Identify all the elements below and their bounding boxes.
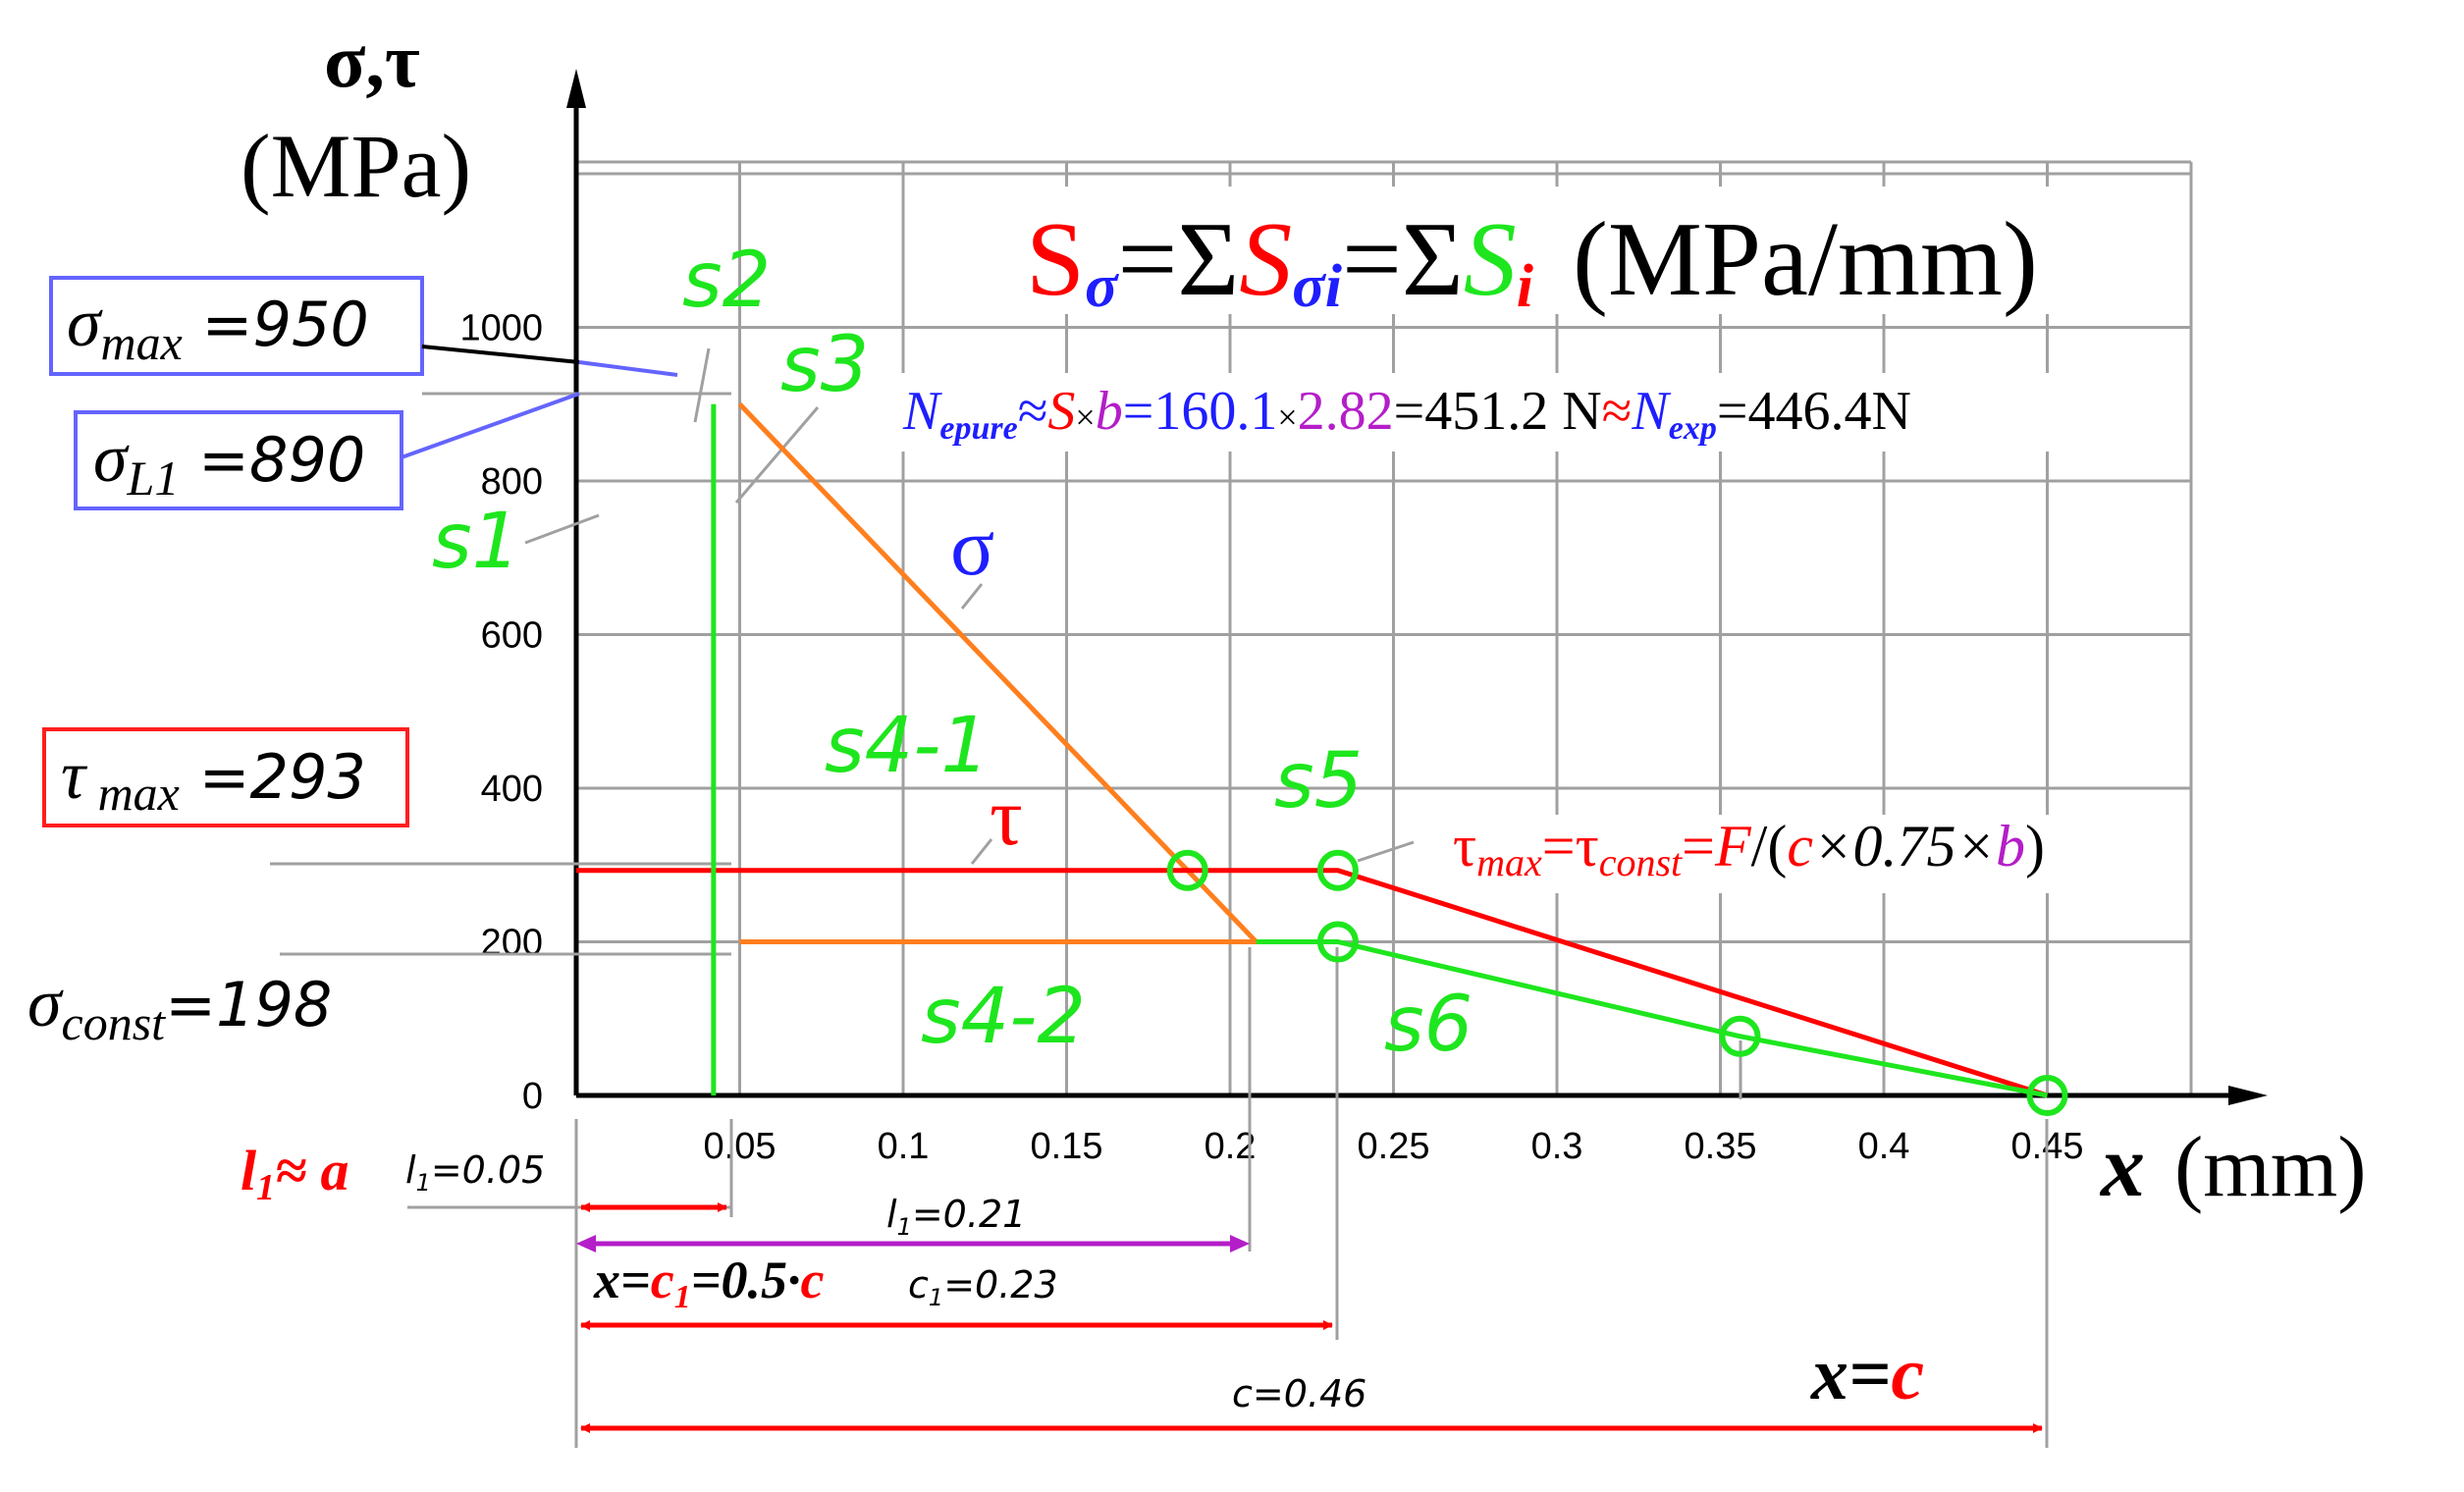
sigma-max-value: =950 [183,289,369,360]
y-tick-label: 1000 [459,308,543,349]
sigma-max-leader-blue [578,360,678,377]
formula-n-panel [893,373,2184,452]
series-line-1 [576,868,2049,1098]
c1-023-label: c1=0.23 [908,1263,1058,1311]
x-tick-label: 0.3 [1531,1126,1583,1167]
data-point-marker [1166,849,1208,891]
y-tick-label: 800 [481,461,543,503]
sigma-l1-leader [401,392,580,459]
y-tick-label: 400 [481,769,543,810]
tau-curve-label: τ [990,772,1023,863]
formula-n: Nepure≈S×b=160.1×2.82=451.2 N≈Nexp=446.4… [902,381,1911,447]
data-point-marker [1719,1015,1761,1057]
y-axis-unit: (MPa) [241,116,471,216]
sigma-max-sub: max [101,315,183,370]
x-tick-label: 0.4 [1858,1126,1910,1167]
series-markers [1166,849,2068,1116]
region-label-s6: s6 [1384,981,1473,1069]
tau-max-sub: max [85,766,180,821]
data-point-marker [1316,921,1359,963]
sigma-l1-box: σL1 =890 [74,410,403,510]
leader-lines [270,347,2049,1448]
svg-text:σL1 =890: σL1 =890 [93,421,365,506]
dimension-arrows [576,1202,2043,1433]
formula-tau-panel [1443,815,2189,893]
data-point-marker [2026,1075,2068,1116]
x-equals-c-label: x=c [1810,1333,1924,1415]
tau-max-box: τ max =293 [42,727,409,827]
formula-tau: τmax=τconst=F/(c×0.75×b) [1453,814,2045,884]
svg-text:τ max =293: τ max =293 [61,738,366,821]
x-tick-labels: 0.05 0.1 0.15 0.2 0.25 0.3 0.35 0.4 0.45 [704,1126,2084,1167]
formula-s-panel [1011,186,2184,314]
sigma-curve-label: σ [950,502,994,593]
sigma-max-symbol: σ [67,286,103,361]
series-lines [576,402,2049,1098]
data-point-marker [1316,849,1359,891]
x-tick-label: 0.25 [1358,1126,1430,1167]
x-tick-label: 0.15 [1031,1126,1103,1167]
region-label-s4-1: s4-1 [825,702,990,790]
l1-005-label: l1=0.05 [405,1148,545,1197]
x-tick-label: 0.05 [704,1126,777,1167]
region-label-s5: s5 [1274,737,1363,826]
sigma-max-box: σmax =950 [49,276,424,376]
region-label-s3: s3 [780,321,869,409]
region-label-s1: s1 [432,498,520,586]
sigma-l1-sub: L1 [127,451,180,506]
y-tick-label: 600 [481,615,543,657]
region-label-s4-2: s4-2 [921,973,1086,1061]
x-tick-label: 0.35 [1685,1126,1757,1167]
y-axis-label: σ,τ [324,18,420,103]
x-axis-label: x [2099,1118,2145,1215]
svg-text:σmax =950: σmax =950 [67,286,369,370]
sigma-const-label: σconst=198 [27,966,332,1050]
l1-021-label: l1=0.21 [886,1193,1026,1241]
y-tick-labels: 0 200 400 600 800 1000 [459,308,543,1118]
l1-approx-a-label: l1≈ a [241,1139,348,1208]
formula-s: Sσ=ΣSσi=ΣSi (MPa/mm) [1026,201,2038,320]
y-tick-label: 0 [522,1076,543,1117]
region-label-s2: s2 [682,237,771,325]
sigma-max-leader [421,345,580,364]
x-c1-label: x=c1=0.5·c [593,1251,825,1315]
sigma-l1-value: =890 [179,424,365,496]
y-axis-arrow-icon [566,69,586,108]
x-axis-unit: (mm) [2174,1120,2367,1215]
x-axis-arrow-icon [2228,1086,2268,1105]
tau-max-symbol: τ [61,738,88,814]
c-046-label: c=0.46 [1232,1372,1366,1415]
y-tick-label: 200 [481,923,543,964]
x-tick-label: 0.2 [1205,1126,1257,1167]
sigma-l1-symbol: σ [93,421,130,497]
series-line-3 [1256,939,2048,1098]
x-tick-label: 0.1 [878,1126,930,1167]
tau-max-value: =293 [180,741,366,813]
